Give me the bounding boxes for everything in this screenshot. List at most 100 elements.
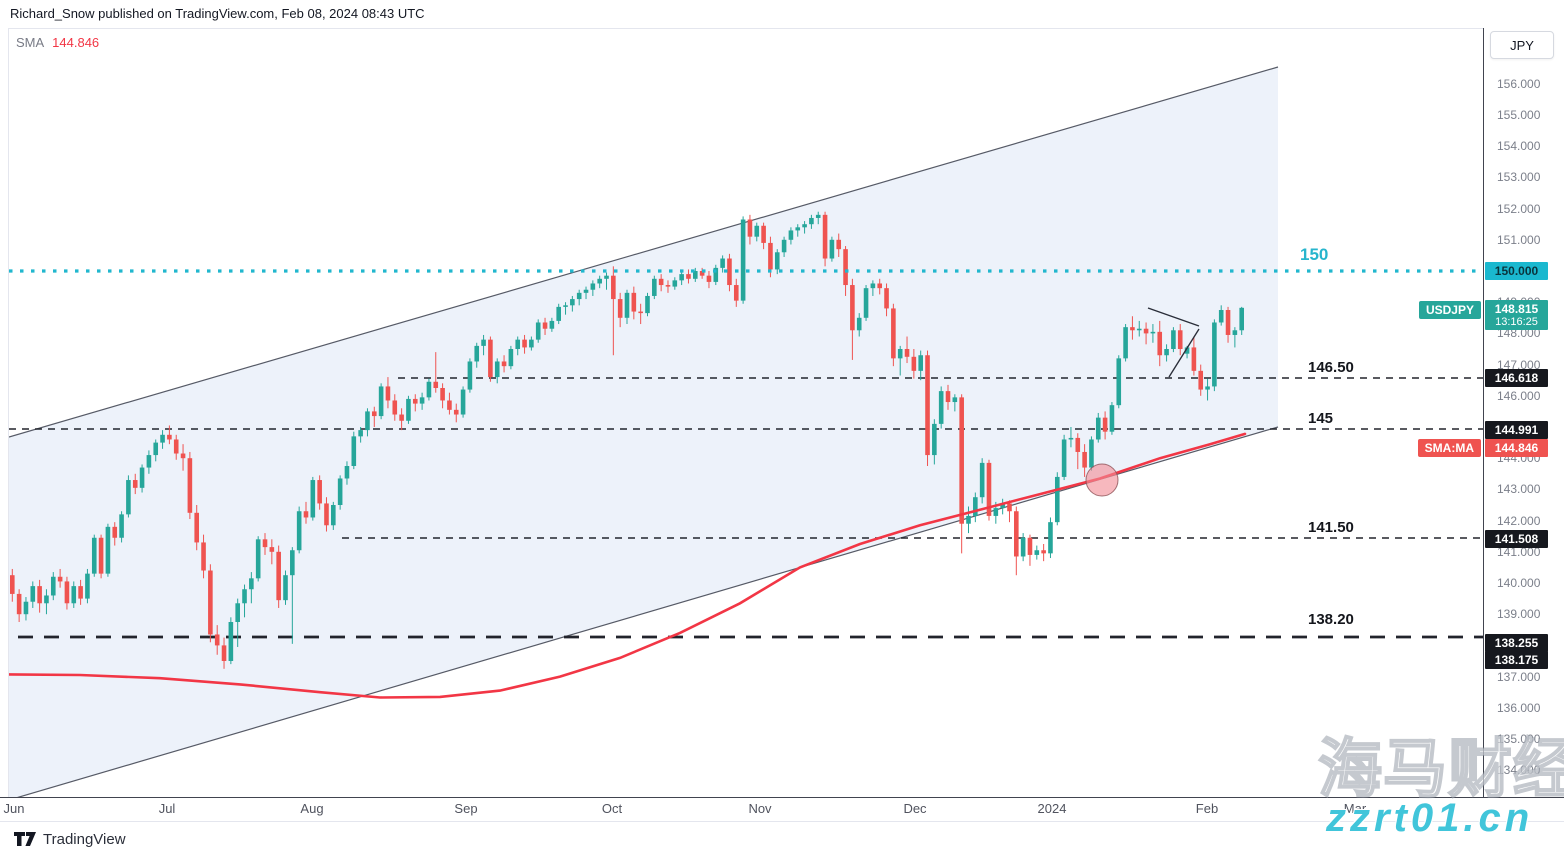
sma-line[interactable] [0, 432, 1247, 699]
tradingview-attribution[interactable]: TradingView [14, 830, 126, 848]
candle-body [201, 542, 206, 571]
candle-body [1014, 511, 1019, 557]
candle-body [447, 400, 452, 410]
candle-body [344, 466, 350, 479]
time-tick-jul: Jul [158, 801, 176, 816]
candle-body [71, 586, 77, 604]
candle-body [1089, 439, 1094, 468]
time-tick-2024: 2024 [1037, 801, 1067, 816]
candle-body [535, 322, 541, 340]
sma-source-badge: SMA:MA [1417, 439, 1481, 457]
candle-body [911, 356, 917, 371]
candle-body [433, 381, 439, 388]
candle-body [1198, 370, 1204, 390]
candle-body [317, 480, 322, 504]
price-badge-138.175: 138.175 [1485, 651, 1548, 669]
price-tick: 156.000 [1497, 76, 1541, 91]
candle-body [1034, 550, 1040, 555]
level-150-label: 150 [1300, 245, 1329, 264]
candle-body [64, 581, 70, 604]
plot-area [0, 66, 1483, 800]
price-tick: 134.000 [1497, 763, 1541, 778]
candle-body [727, 258, 732, 286]
candle-body [1171, 330, 1176, 349]
candle-body [269, 547, 275, 552]
candle-body [597, 278, 602, 284]
candle-body [1212, 322, 1217, 387]
publish-byline: Richard_Snow published on TradingView.co… [10, 6, 425, 21]
candle-body [1007, 503, 1012, 512]
candle-body [508, 349, 514, 367]
price-axis-border [1483, 28, 1484, 797]
candle-body [221, 645, 227, 661]
candle-body [918, 355, 923, 371]
candle-body [877, 283, 883, 289]
candle-body [542, 322, 548, 329]
candle-body [331, 505, 336, 526]
sma-cross-highlight-circle[interactable] [1085, 463, 1119, 497]
candle-body [283, 575, 288, 601]
candle-body [57, 576, 63, 582]
candle-body [249, 578, 254, 590]
candle-body [945, 391, 951, 403]
candle-body [774, 252, 780, 270]
price-badge-144.846: 144.846 [1485, 439, 1548, 457]
candle-body [856, 317, 862, 331]
candle-body [44, 595, 49, 604]
candle-body [378, 386, 384, 417]
candle-body [1143, 328, 1149, 334]
time-tick-aug: Aug [300, 801, 324, 816]
candle-body [365, 411, 370, 431]
candle-body [720, 258, 725, 268]
candle-body [1041, 550, 1046, 554]
indicator-legend[interactable]: SMA 144.846 [16, 35, 99, 50]
candle-body [645, 295, 650, 314]
channel-lower-line[interactable] [9, 426, 1279, 800]
candle-body [426, 381, 432, 398]
candle-body [23, 601, 29, 615]
candle-body [781, 239, 787, 253]
level-146-50-label: 146.50 [1308, 359, 1354, 376]
candle-body [686, 274, 691, 279]
candle-body [576, 292, 582, 300]
candle-body [488, 339, 493, 378]
candle-body [358, 430, 363, 437]
candle-body [788, 230, 794, 240]
candle-body [747, 219, 753, 237]
candle-body [590, 283, 596, 290]
pennant-trendline[interactable] [1168, 328, 1200, 378]
candle-body [392, 400, 398, 415]
candle-body [37, 586, 42, 604]
price-tick: 137.000 [1497, 669, 1541, 684]
candle-body [617, 299, 623, 318]
level-138-20-label: 138.20 [1308, 611, 1354, 628]
candle-body [652, 278, 657, 296]
candle-body [966, 515, 971, 524]
candle-body [296, 511, 302, 551]
candle-body [91, 537, 97, 574]
candle-body [242, 589, 247, 604]
symbol-badge: USDJPY [1418, 301, 1481, 319]
channel-upper-line[interactable] [9, 66, 1279, 438]
candle-body [1130, 327, 1135, 331]
price-tick: 143.000 [1497, 482, 1541, 497]
currency-axis-button[interactable]: JPY [1490, 31, 1554, 59]
candle-body [290, 550, 295, 576]
candle-body [973, 497, 978, 516]
pennant-trendline[interactable] [1147, 307, 1200, 327]
candle-body [843, 249, 848, 286]
candle-body [938, 391, 944, 424]
candle-body [706, 275, 712, 282]
candle-body [78, 586, 83, 599]
candle-body [30, 586, 36, 602]
countdown-timer: 13:16:25 [1495, 316, 1538, 328]
candle-body [1061, 439, 1067, 477]
candle-body [952, 397, 958, 403]
candle-body [139, 467, 145, 488]
level-145-label: 145 [1308, 410, 1334, 427]
price-tick: 152.000 [1497, 201, 1541, 216]
candle-body [1184, 347, 1190, 354]
candle-body [1000, 503, 1005, 509]
sma-legend-value: 144.846 [52, 35, 100, 50]
